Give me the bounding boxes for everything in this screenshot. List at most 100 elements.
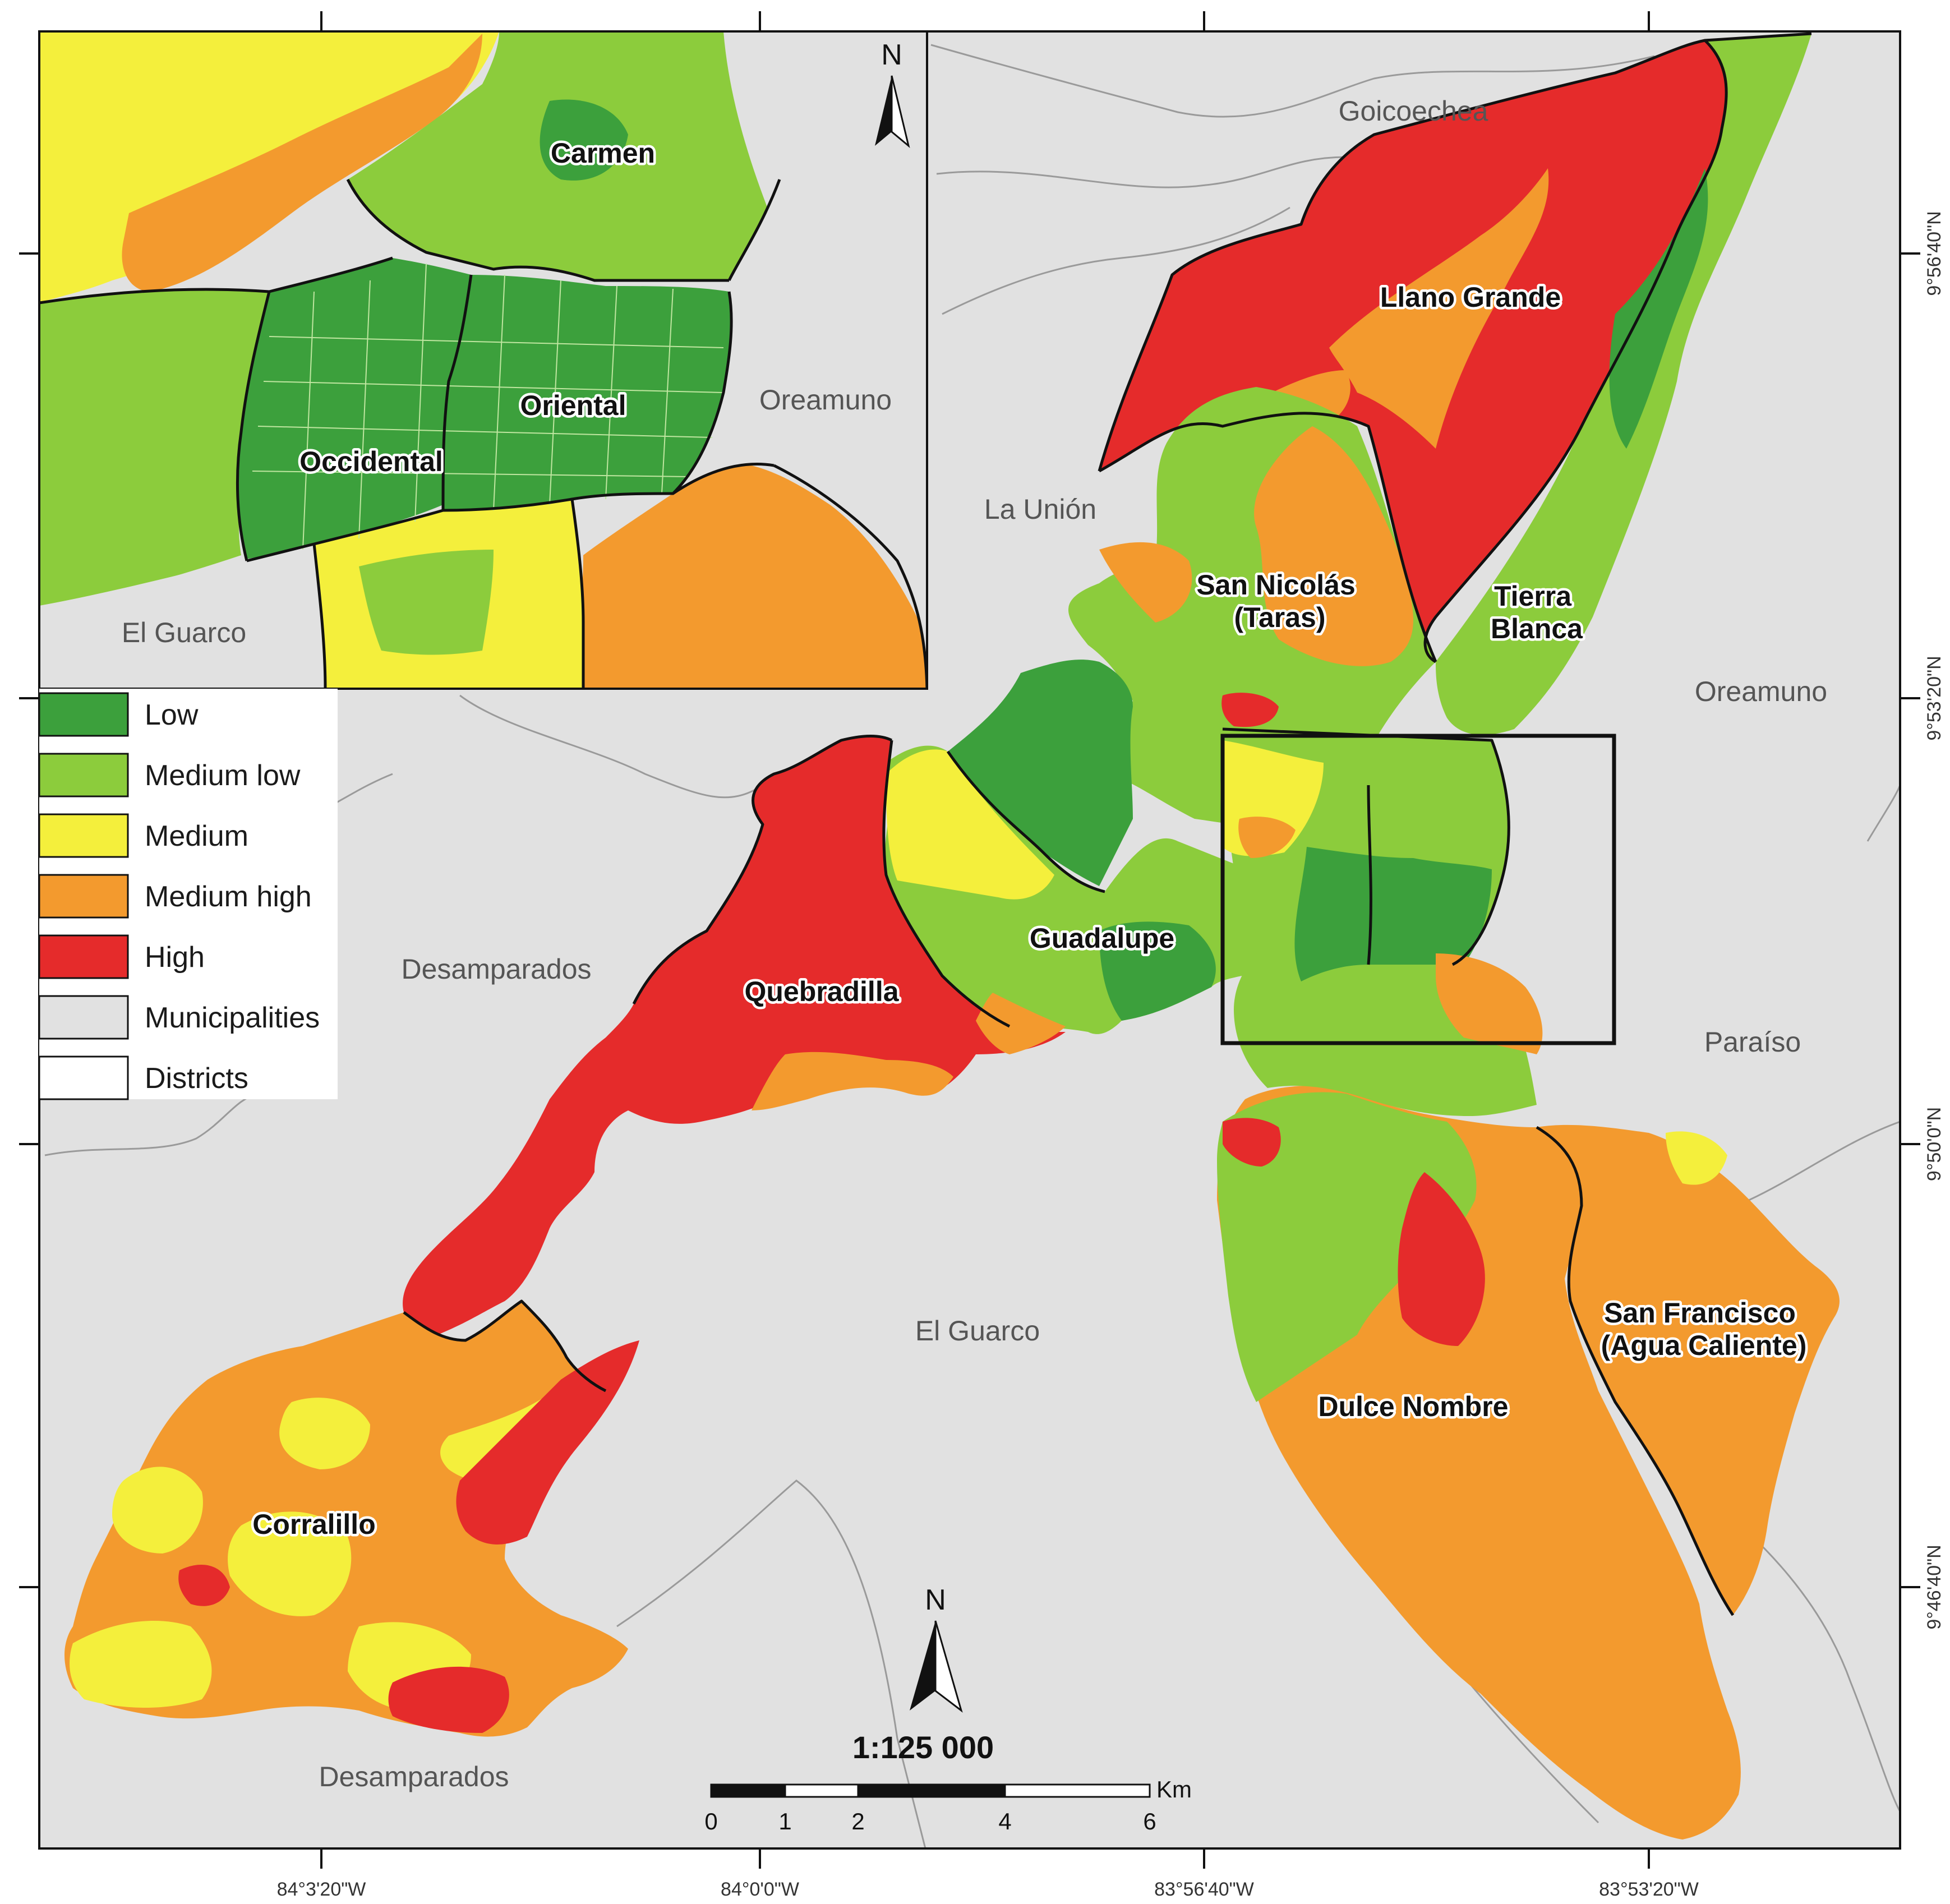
scale-segment — [710, 1783, 786, 1798]
lat-tick-label: 9°46'40"N — [1924, 1545, 1945, 1629]
district-label-tierra-blanca: Tierra Blanca — [1491, 580, 1583, 644]
quebradilla-orange-east — [976, 993, 1066, 1054]
inset-occidental — [237, 258, 471, 561]
legend-swatch — [38, 753, 129, 797]
district-quebradilla — [403, 736, 1066, 1335]
district-label-san-nicolas: San Nicolás (Taras) — [1196, 569, 1363, 633]
lon-tick-label: 84°3'20"W — [277, 1879, 366, 1900]
study-area — [64, 32, 1840, 1840]
district-label-line: Dulce Nombre — [1319, 1391, 1509, 1422]
san-francisco-yellow — [1666, 1131, 1727, 1185]
quebradilla-orange — [752, 1052, 953, 1110]
inset-south-green — [359, 550, 494, 655]
legend-item: Medium high — [38, 874, 312, 919]
municipality-label-desamparados: Desamparados — [319, 1761, 509, 1792]
scale-segment — [857, 1783, 1006, 1798]
corralillo-yellow-patches — [70, 1385, 565, 1711]
municipality-label-paraiso: Paraíso — [1704, 1026, 1801, 1058]
tierra-blanca-green — [1609, 168, 1708, 449]
legend-item: Municipalities — [38, 995, 320, 1040]
lat-tick-label: 9°56'40"N — [1924, 211, 1945, 296]
legend-item: Medium — [38, 813, 248, 858]
inset-municipality-label-el-guarco: El Guarco — [122, 617, 246, 648]
inset-district-label-carmen: Carmen — [551, 137, 655, 169]
legend-swatch — [38, 813, 129, 858]
district-label-line: San Nicolás — [1196, 569, 1355, 601]
district-label-quebradilla: Quebradilla — [744, 976, 899, 1007]
corralillo-red — [456, 1340, 639, 1545]
scale-tick-label: 2 — [851, 1808, 864, 1834]
north-arrow-icon — [910, 1621, 935, 1711]
inset-map — [39, 31, 927, 689]
lat-tick-label: 9°50'0"N — [1924, 1107, 1945, 1181]
district-borders — [403, 32, 1812, 1616]
san-nicolas-orange-2 — [1099, 542, 1192, 623]
district-label-llano-grande: Llano Grande — [1380, 282, 1561, 313]
dulce-nombre-green — [1217, 1092, 1477, 1402]
legend-label: High — [145, 941, 205, 974]
dulce-nombre-red — [1398, 1172, 1485, 1346]
legend-label: Medium high — [145, 880, 312, 913]
inset-southeast-orange — [572, 464, 927, 689]
legend-item: High — [38, 934, 205, 979]
scale-tick-label: 6 — [1143, 1808, 1156, 1834]
lat-tick-label: 9°53'20"N — [1924, 656, 1945, 740]
district-label-corralillo: Corralillo — [252, 1509, 375, 1540]
district-label-guadalupe: Guadalupe — [1030, 923, 1174, 954]
north-arrow-icon — [934, 1620, 963, 1713]
inset-street-grid — [252, 263, 724, 550]
scale-segment — [784, 1783, 859, 1798]
san-nicolas-orange — [1254, 426, 1413, 666]
scale-ratio: 1:125 000 — [852, 1730, 994, 1765]
legend-swatch — [38, 874, 129, 919]
scale-tick-label: 1 — [778, 1808, 791, 1834]
central-urban-low — [1294, 847, 1492, 981]
legend: Low Medium low Medium Medium high High M… — [38, 689, 338, 1100]
district-san-francisco — [1537, 1124, 1840, 1615]
inset-borders — [39, 178, 927, 689]
legend-label: Low — [145, 699, 199, 731]
legend-label: Municipalities — [145, 1002, 320, 1034]
district-label-line: Blanca — [1491, 613, 1583, 644]
central-urban-orange-west — [1238, 817, 1296, 858]
municipality-label-oreamuno: Oreamuno — [1695, 676, 1827, 707]
central-urban-orange — [1436, 953, 1543, 1054]
lon-tick-label: 83°53'20"W — [1599, 1879, 1699, 1900]
inset-orange-band — [122, 34, 482, 292]
inset-carmen-darkpatch — [540, 99, 628, 181]
legend-item: Districts — [38, 1055, 248, 1100]
district-corralillo — [64, 1301, 628, 1737]
district-label-line: Corralillo — [252, 1509, 375, 1540]
district-label-line: Quebradilla — [744, 976, 899, 1007]
inset-municipality-label-oreamuno: Oreamuno — [759, 384, 892, 416]
north-arrow-icon — [891, 75, 910, 149]
lon-tick-label: 84°0'0"W — [721, 1879, 799, 1900]
district-guadalupe-low — [948, 660, 1133, 886]
scale-unit: Km — [1156, 1776, 1192, 1802]
inset-district-label-oriental: Oriental — [520, 390, 626, 421]
dulce-nombre-red-west — [1223, 1118, 1281, 1167]
corralillo-red-west — [178, 1565, 230, 1606]
district-label-line: San Francisco — [1604, 1297, 1796, 1329]
municipality-label-desamparados: Desamparados — [401, 953, 591, 985]
lon-tick-label: 83°56'40"W — [1154, 1879, 1254, 1900]
north-arrow-icon — [875, 76, 892, 146]
graticule-ticks — [19, 11, 1920, 1869]
municipality-label-goicoechea: Goicoechea — [1339, 95, 1488, 127]
inset-green-west — [39, 289, 269, 606]
legend-item: Low — [38, 692, 199, 737]
district-label-line: (Agua Caliente) — [1601, 1330, 1807, 1361]
san-nicolas-red — [1221, 693, 1279, 727]
inset-north-arrow: N — [875, 39, 910, 149]
legend-label: Medium low — [145, 759, 301, 792]
guadalupe-lowurban — [1099, 921, 1216, 1021]
inset-el-guarco — [39, 544, 325, 689]
legend-item: Medium low — [38, 753, 301, 797]
legend-swatch — [38, 995, 129, 1040]
legend-swatch — [38, 692, 129, 737]
scale-tick-label: 4 — [998, 1808, 1011, 1834]
north-arrow-letter: N — [881, 39, 902, 71]
municipality-label-la-union: La Unión — [984, 494, 1096, 525]
scale-segment — [1004, 1783, 1151, 1798]
